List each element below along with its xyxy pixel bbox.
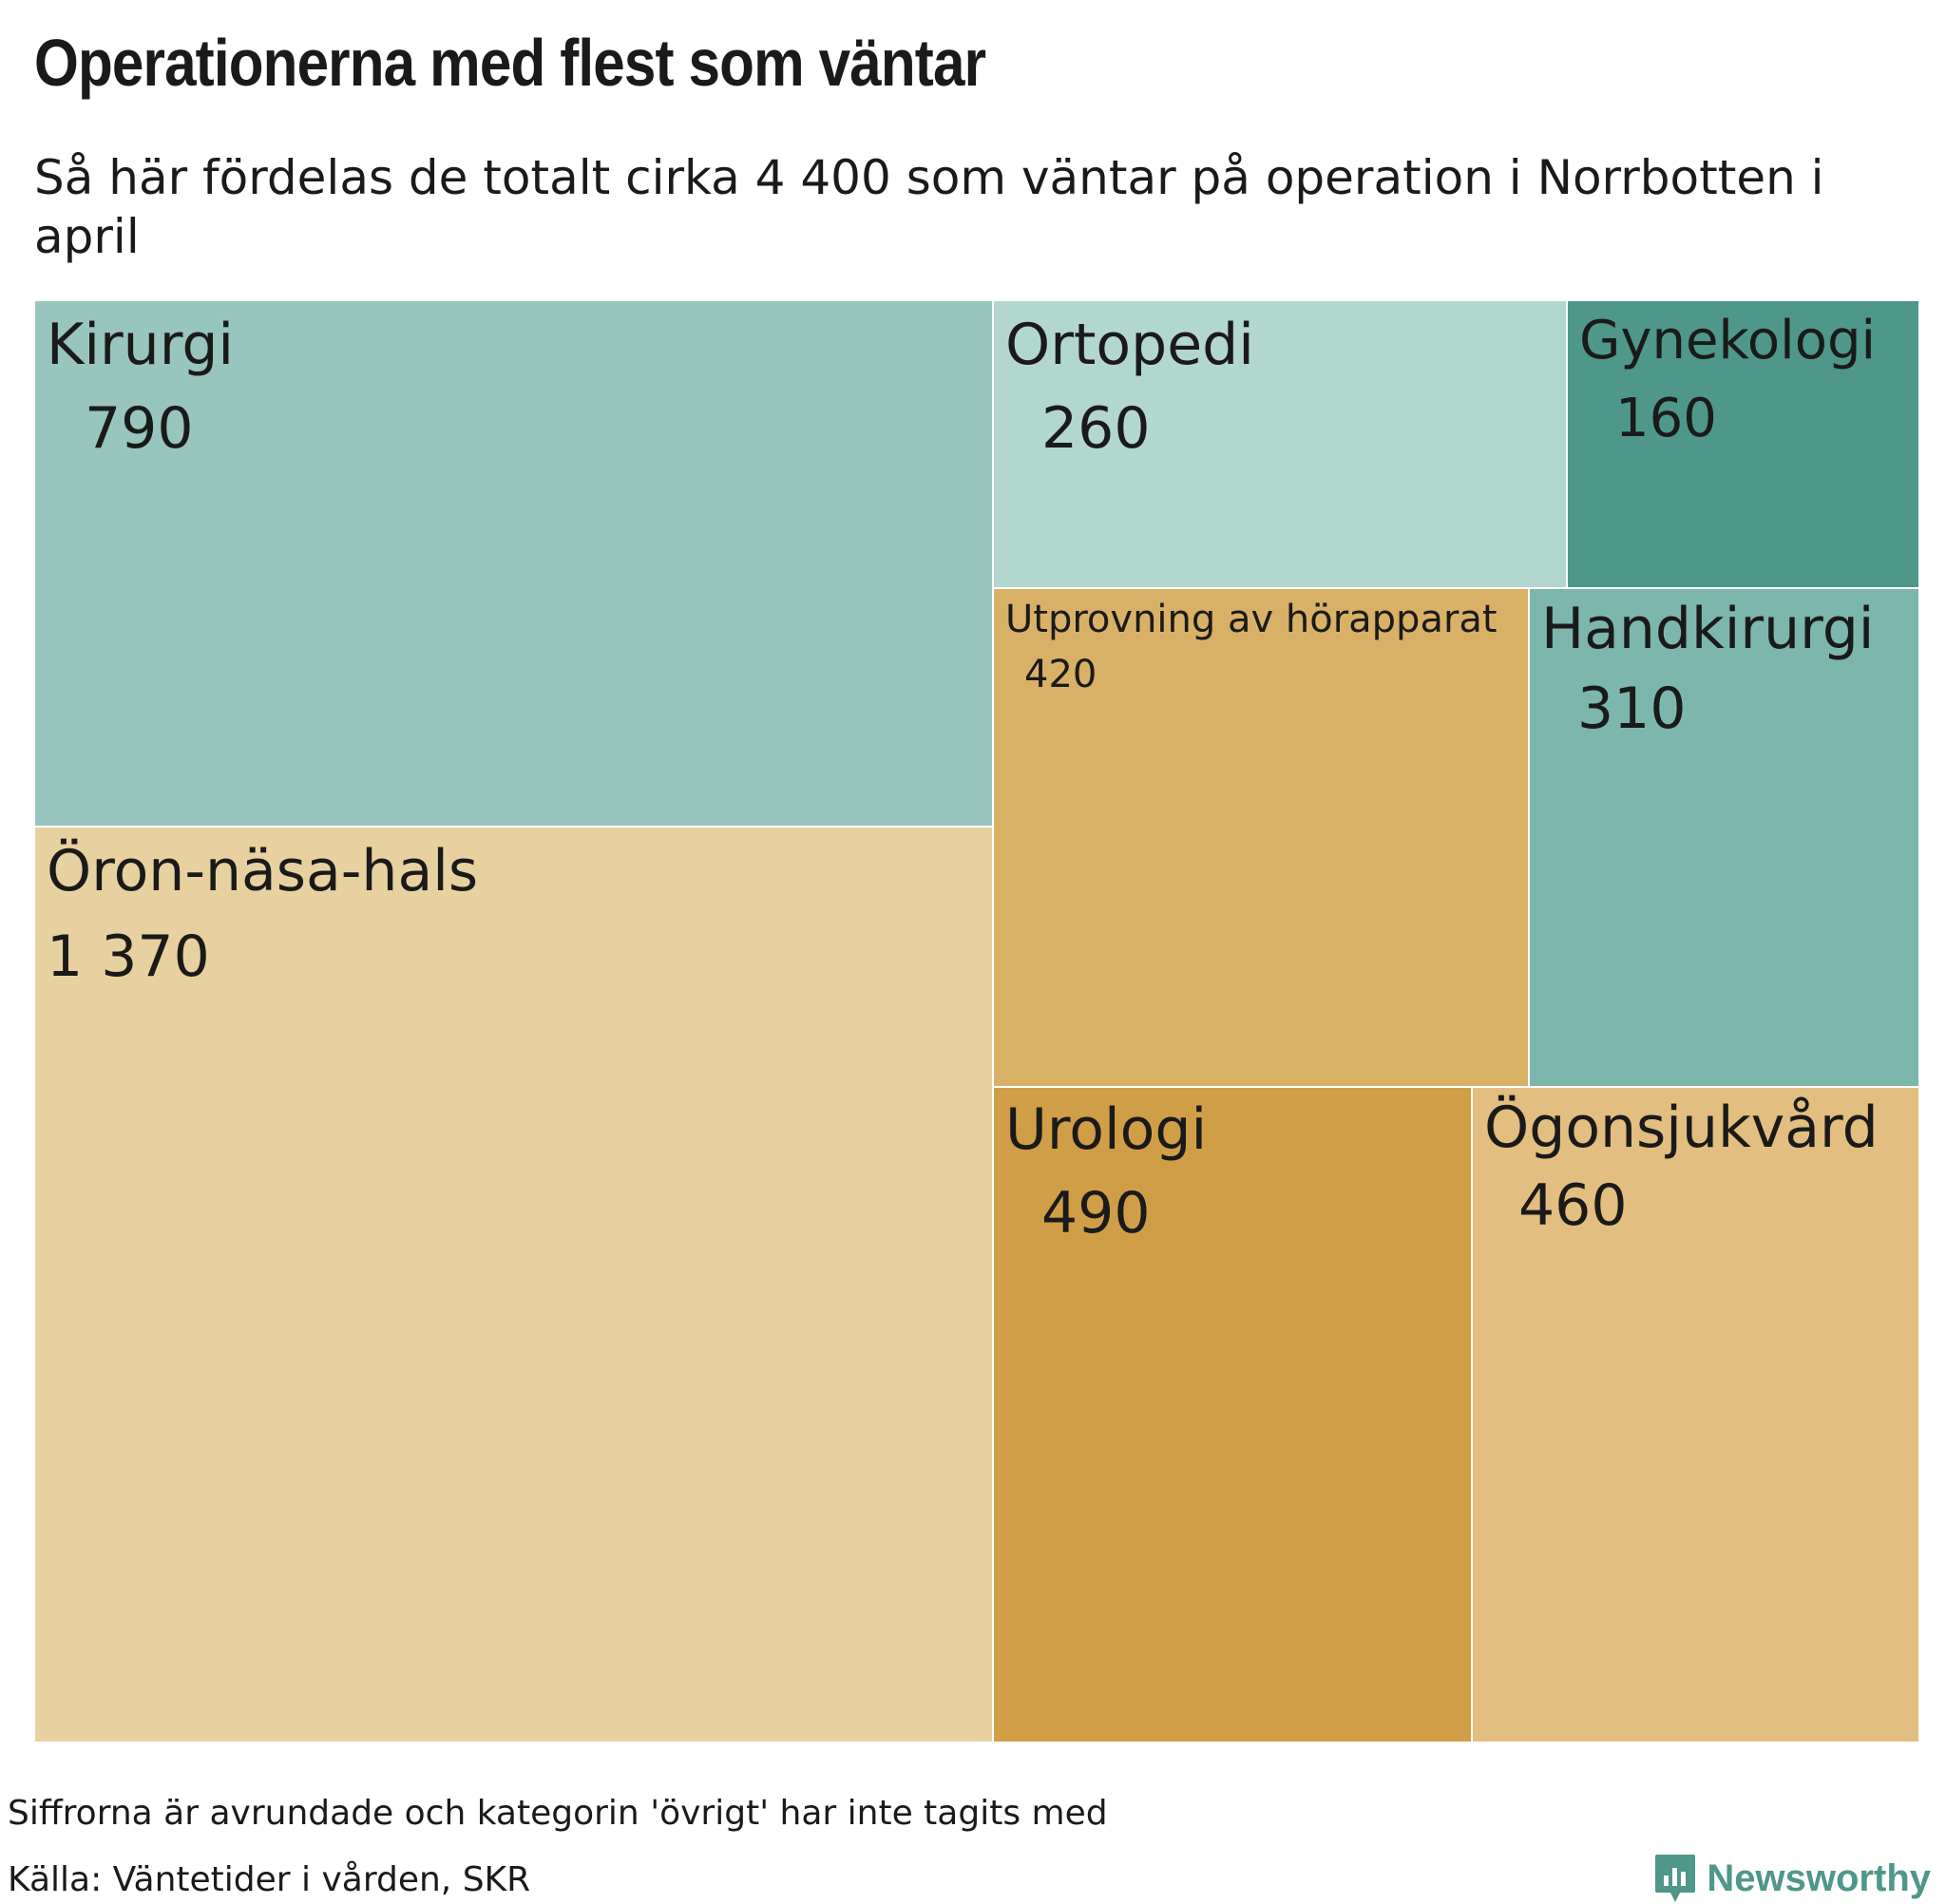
- cell-ogonsjukvard: Ögonsjukvård 460: [1472, 1087, 1919, 1742]
- cell-oron-nasa-hals: Öron-näsa-hals 1 370: [34, 827, 993, 1742]
- footnote: Siffrorna är avrundade och kategorin 'öv…: [8, 1794, 1108, 1833]
- cell-value: 490: [1041, 1180, 1151, 1247]
- cell-name: Handkirurgi: [1541, 596, 1875, 662]
- cell-name: Kirurgi: [47, 312, 235, 378]
- cell-name: Ögonsjukvård: [1484, 1095, 1879, 1161]
- cell-name: Ortopedi: [1005, 312, 1254, 378]
- cell-value: 310: [1577, 676, 1687, 742]
- source-note: Källa: Väntetider i vården, SKR: [8, 1860, 531, 1899]
- cell-handkirurgi: Handkirurgi 310: [1529, 588, 1919, 1087]
- treemap: Kirurgi 790 Öron-näsa-hals 1 370 Ortoped…: [34, 300, 1919, 1742]
- cell-urologi: Urologi 490: [993, 1087, 1472, 1742]
- cell-gynekologi: Gynekologi 160: [1567, 300, 1919, 588]
- brand-name: Newsworthy: [1707, 1856, 1931, 1899]
- brand[interactable]: Newsworthy: [1653, 1853, 1931, 1904]
- cell-value: 260: [1041, 395, 1151, 462]
- cell-value: 1 370: [47, 923, 210, 990]
- newsworthy-logo-icon: [1655, 1855, 1696, 1902]
- cell-value: 160: [1615, 388, 1717, 449]
- cell-name: Öron-näsa-hals: [47, 838, 479, 904]
- cell-name: Utprovning av hörapparat: [1005, 598, 1498, 641]
- cell-value: 460: [1518, 1172, 1628, 1239]
- cell-value: 790: [85, 395, 194, 462]
- cell-kirurgi: Kirurgi 790: [34, 300, 993, 827]
- chart-title: Operationerna med flest som väntar: [34, 26, 986, 100]
- cell-utprovning-av-horapparat: Utprovning av hörapparat 420: [993, 588, 1529, 1087]
- cell-value: 420: [1024, 653, 1097, 696]
- cell-name: Urologi: [1005, 1096, 1208, 1163]
- chart-subtitle: Så här fördelas de totalt cirka 4 400 so…: [34, 150, 1824, 264]
- cell-ortopedi: Ortopedi 260: [993, 300, 1567, 588]
- cell-name: Gynekologi: [1579, 310, 1877, 371]
